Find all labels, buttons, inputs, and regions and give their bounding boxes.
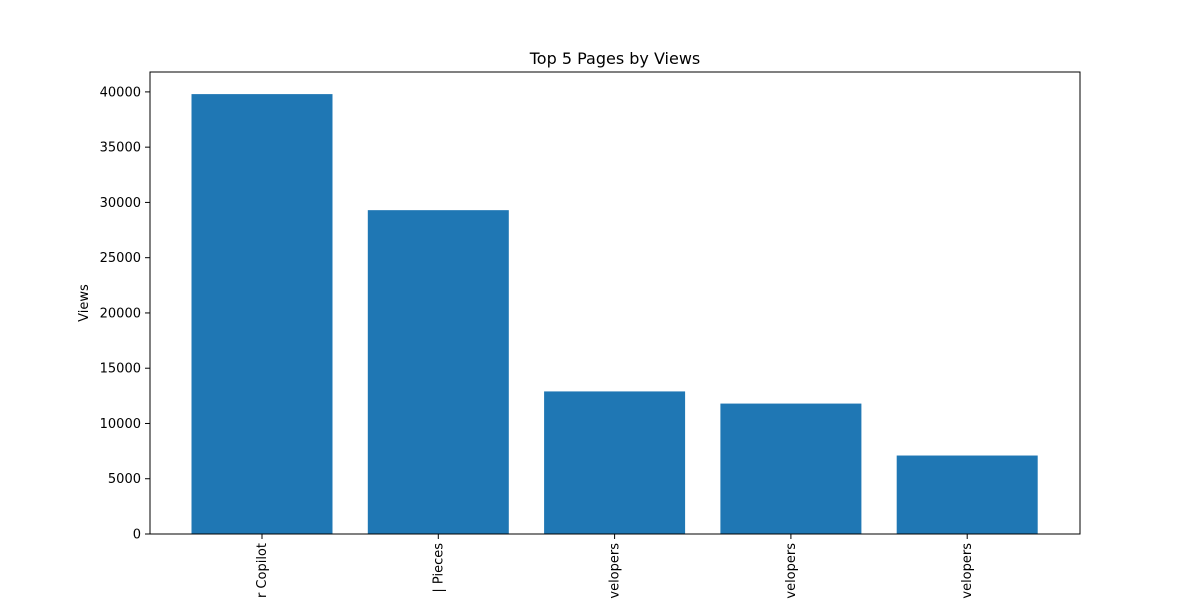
y-tick-label: 35000: [100, 141, 141, 156]
y-tick-label: 0: [133, 528, 141, 543]
bar: [720, 403, 862, 534]
y-axis: 0 5000 10000 15000 20000 25000 30000 35000 40000: [100, 85, 150, 543]
x-tick-label: velopers: [784, 543, 799, 599]
y-tick-label: 20000: [100, 306, 141, 321]
x-tick-label: velopers: [960, 543, 975, 599]
bars-group: [191, 94, 1038, 535]
x-tick-label: velopers: [608, 543, 623, 599]
x-axis: r Copilot | Pieces velopers velopers veloper…: [255, 534, 975, 599]
y-tick-label: 25000: [100, 251, 141, 266]
y-tick-label: 5000: [108, 472, 141, 487]
y-tick-label: 40000: [100, 85, 141, 100]
y-axis-label: Views: [77, 284, 92, 322]
y-tick-label: 15000: [100, 362, 141, 377]
bar: [191, 94, 333, 535]
y-tick-label: 30000: [100, 196, 141, 211]
chart-title: Top 5 Pages by Views: [529, 49, 701, 68]
bar: [544, 391, 686, 534]
y-tick-label: 10000: [100, 417, 141, 432]
x-tick-label: r Copilot: [255, 543, 270, 598]
bar: [367, 210, 509, 534]
x-tick-label: | Pieces: [431, 543, 446, 593]
bar: [896, 455, 1038, 534]
